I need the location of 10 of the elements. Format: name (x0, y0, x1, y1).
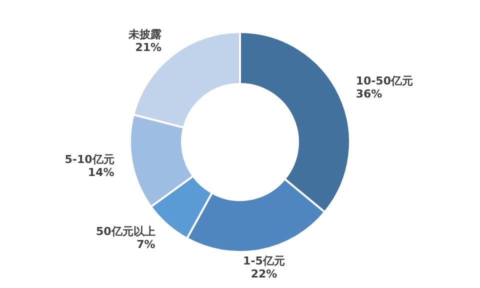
data-label: 14% (88, 166, 114, 179)
data-label: 21% (135, 40, 162, 54)
slice-label: 50亿元以上 (96, 225, 156, 238)
data-label: 7% (136, 238, 156, 252)
data-label: 22% (250, 268, 278, 281)
slice-label: 未披露 (128, 28, 162, 41)
data-label: 36% (356, 88, 382, 100)
slice-label: 5-10亿元 (64, 152, 114, 166)
slice-label: 1-5亿元 (243, 254, 285, 268)
slice-label: 10-50亿元 (356, 74, 414, 88)
